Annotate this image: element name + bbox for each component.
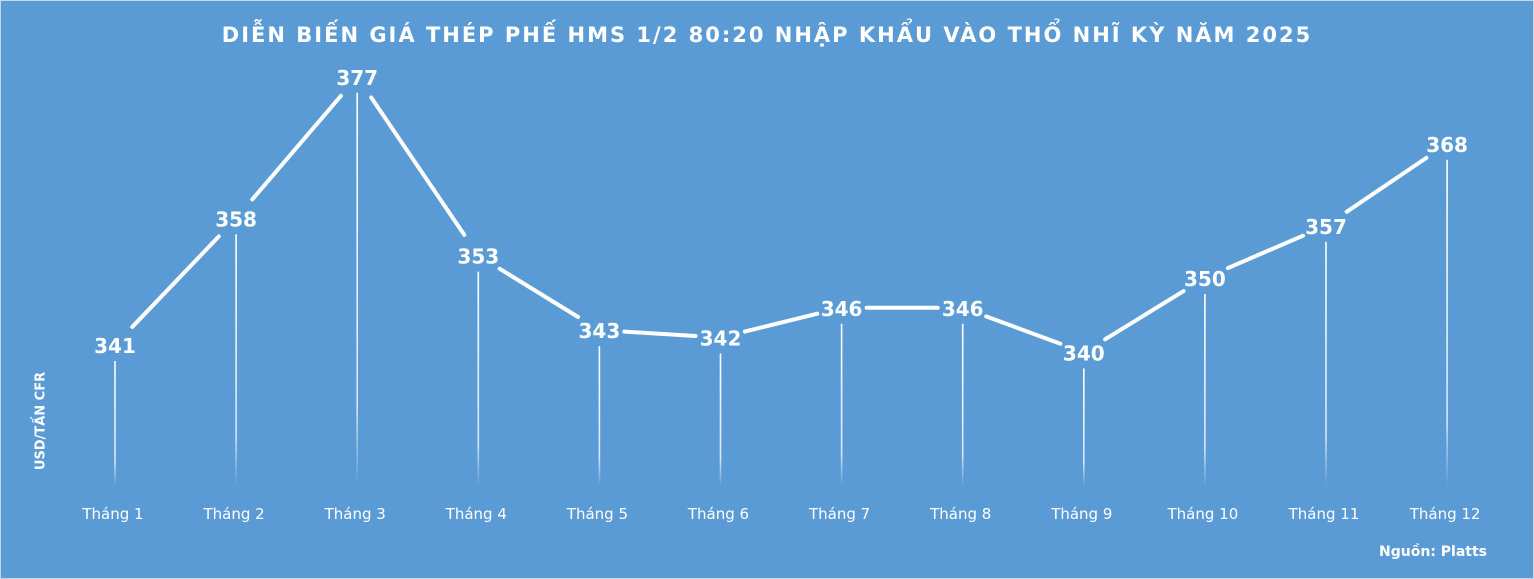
- x-tick-label-3: Tháng 3: [324, 505, 386, 523]
- drop-line-11: [1325, 241, 1327, 486]
- data-label-5: 343: [579, 319, 621, 343]
- drop-line-1: [114, 361, 116, 486]
- x-tick-label-4: Tháng 4: [445, 505, 507, 523]
- series-line-segment-11: [1344, 155, 1429, 214]
- x-tick-label-5: Tháng 5: [566, 505, 628, 523]
- series-line-segment-10: [1225, 233, 1306, 271]
- x-tick-label-2: Tháng 2: [202, 505, 264, 523]
- x-tick-label-11: Tháng 11: [1288, 505, 1360, 523]
- drop-line-7: [840, 323, 843, 486]
- chart-title: DIỄN BIẾN GIÁ THÉP PHẾ HMS 1/2 80:20 NHẬ…: [221, 23, 1313, 47]
- data-label-8: 346: [942, 297, 984, 321]
- data-label-9: 340: [1063, 341, 1105, 365]
- x-tick-label-8: Tháng 8: [929, 505, 991, 523]
- data-label-1: 341: [94, 334, 136, 358]
- drop-line-2: [235, 234, 237, 486]
- data-label-7: 346: [821, 297, 863, 321]
- data-label-12: 368: [1426, 133, 1468, 157]
- series-line-segment-5: [622, 329, 698, 339]
- series-line-segment-2: [250, 93, 343, 202]
- x-tick-label-9: Tháng 9: [1050, 505, 1112, 523]
- series-line-segment-8: [984, 314, 1063, 346]
- drop-line-8: [961, 323, 964, 486]
- data-label-11: 357: [1305, 215, 1347, 239]
- data-label-6: 342: [700, 327, 742, 351]
- x-tick-label-6: Tháng 6: [687, 505, 749, 523]
- drop-line-4: [477, 271, 480, 486]
- x-tick-label-1: Tháng 1: [81, 505, 143, 523]
- x-tick-label-10: Tháng 10: [1167, 505, 1239, 523]
- series-line-segment-1: [130, 234, 221, 329]
- series-line-segment-4: [497, 266, 581, 320]
- drop-line-12: [1446, 159, 1448, 486]
- series-line-segment-6: [742, 311, 820, 334]
- source-note: Nguồn: Platts: [1379, 544, 1487, 560]
- data-label-10: 350: [1184, 267, 1226, 291]
- series-line-segment-9: [1103, 289, 1186, 342]
- drop-line-10: [1204, 293, 1206, 486]
- series-line-segment-3: [369, 95, 467, 237]
- x-tick-label-7: Tháng 7: [808, 505, 870, 523]
- drop-line-6: [719, 353, 722, 486]
- data-label-3: 377: [336, 66, 378, 90]
- data-label-2: 358: [215, 207, 257, 231]
- drop-line-3: [356, 92, 358, 487]
- drop-line-5: [598, 346, 601, 486]
- x-tick-label-12: Tháng 12: [1409, 505, 1481, 523]
- data-label-4: 353: [457, 245, 499, 269]
- drop-line-9: [1083, 368, 1085, 486]
